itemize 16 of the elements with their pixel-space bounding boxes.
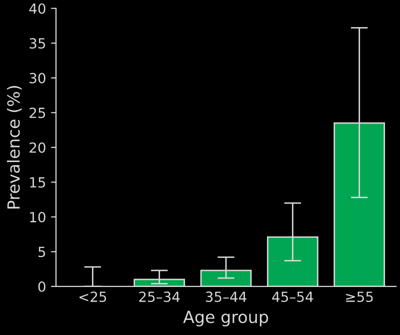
x-tick-label: <25	[79, 292, 106, 302]
y-tick-label: 15	[30, 177, 46, 188]
y-tick-label: 35	[30, 38, 46, 49]
y-tick-label: 30	[30, 72, 46, 84]
y-tick-label: 25	[30, 108, 46, 118]
y-tick-label: 5	[38, 246, 46, 258]
x-tick-label: 45–54	[272, 292, 314, 302]
x-tick-label: ≥55	[346, 292, 373, 302]
y-tick-label: 10	[30, 212, 46, 222]
x-tick-label: 25–34	[139, 292, 180, 302]
x-axis-title: Age group	[183, 310, 268, 326]
y-tick-label: 40	[29, 3, 46, 14]
x-tick-label: 35–44	[206, 292, 246, 302]
y-axis-title: Prevalence (%)	[6, 86, 22, 209]
y-tick-label: 0	[38, 281, 46, 292]
y-tick-label: 20	[30, 142, 46, 153]
